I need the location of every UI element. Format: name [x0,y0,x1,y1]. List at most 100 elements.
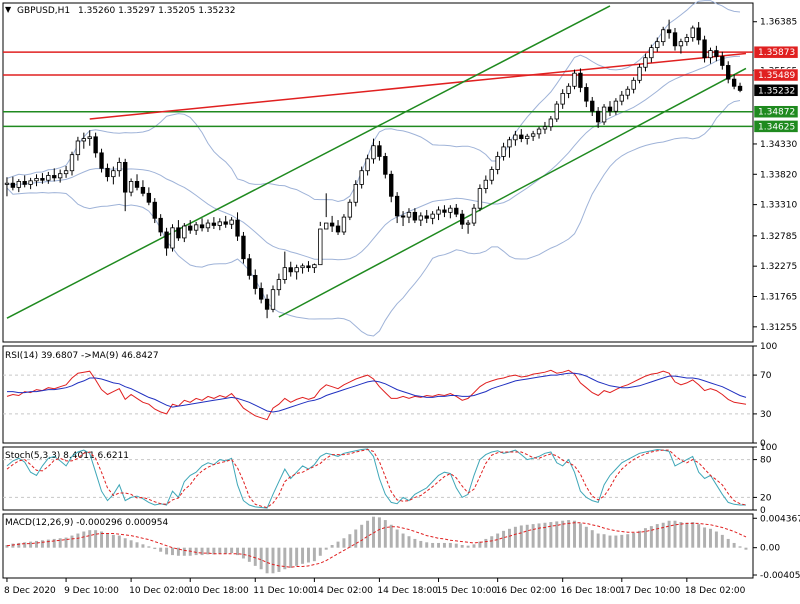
candle-bull [312,264,317,269]
candle-bull [46,175,51,181]
candle-bull [182,225,187,239]
axis-tick-label: 1.33310 [760,201,797,211]
candle-bull [353,183,358,203]
candle-bear [306,265,311,269]
pane-frame-macd [2,513,754,579]
time-tick-label: 16 Dec 02:00 [496,586,557,596]
price-pane[interactable]: 1.363851.355651.343301.338201.333101.327… [3,0,799,337]
price-label-box [753,68,799,82]
candle-bull [566,85,571,94]
candle-bull [170,227,175,249]
pane-frame-rsi [2,345,754,444]
time-tick-label: 8 Dec 2020 [4,586,56,596]
candle-bull [637,66,642,81]
pane-frames [2,2,754,579]
candle-bear [731,78,737,87]
candle-bear [714,50,719,57]
candle-bull [371,145,376,160]
time-tick-label: 11 Dec 10:00 [253,586,314,596]
bollinger-middle [6,55,741,261]
price-label-box [753,120,799,133]
candle-bear [22,181,27,185]
candle-bull [572,72,577,87]
candle-bear [123,161,128,193]
candle-bull [229,219,234,225]
price-label-text: 1.35489 [758,71,795,81]
time-tick-label: 9 Dec 10:00 [64,586,119,596]
candle-bull [69,154,75,172]
candle-bull [554,103,559,120]
candle-bull [365,158,370,172]
candle-bear [519,134,524,140]
stochastic-pane[interactable]: Stoch(5,3,3) 8.4011 6.6211 100 80 20 0 [3,443,777,516]
trend-lines [6,5,747,319]
candle-bull [542,126,548,130]
rsi-pane[interactable]: RSI(14) 39.6807 ->MA(9) 46.8427 100 70 30 0 [3,342,777,449]
candle-bull [128,181,134,193]
rsi-title: RSI(14) 39.6807 ->MA(9) 46.8427 [5,351,159,361]
candle-bull [489,169,494,181]
candle-bull [530,133,536,137]
candle-bear [737,85,743,91]
time-tick-label: 17 Dec 10:00 [620,586,681,596]
axis-tick-label: 100 [760,342,777,352]
candle-bear [223,221,228,225]
axis-tick-label: 30 [760,410,772,420]
candle-bull [690,27,695,38]
rsi-series-1 [7,372,747,413]
candle-bear [672,32,678,47]
axis-tick-label: 1.31765 [760,293,797,303]
candle-bear [335,225,341,233]
candle-bull [430,213,435,219]
candle-bull [655,41,660,49]
rsi-lines [3,369,753,421]
candle-bear [424,215,429,219]
axis-tick-label: 0 [760,506,766,516]
candle-bear [10,182,16,188]
candle-bull [270,289,276,310]
candle-bear [377,145,382,157]
axis-tick-label: -0.004057 [760,571,800,581]
candle-bear [40,178,45,181]
candle-bear [383,156,388,175]
candle-bull [294,267,299,273]
candle-bull [34,178,39,182]
candle-bull [205,222,211,229]
candle-bull [217,221,222,226]
candle-bull [300,265,305,269]
dropdown-arrow-icon[interactable]: ▼ [5,5,12,14]
candle-bear [146,192,152,203]
macd-pane[interactable]: MACD(12,26,9) -0.000296 0.000954 0.00436… [5,514,800,581]
axis-tick-label: 80 [760,456,772,466]
candle-bear [442,209,447,213]
candle-bull [601,106,607,123]
price-label-text: 1.34625 [758,122,795,132]
candle-bull [684,37,690,43]
candle-bear [394,195,400,217]
axis-tick-label: 100 [760,443,777,453]
candle-bear [211,222,217,226]
candle-bear [140,186,146,194]
candle-bull [465,222,471,225]
candle-bear [264,298,270,310]
candle-bear [702,39,707,59]
candle-bull [501,146,506,157]
candle-bear [696,27,701,41]
candle-bull [117,161,122,172]
candle-bull [4,182,10,185]
candle-bear [590,100,595,112]
stoch-series-1 [6,448,747,509]
axis-tick-label: 1.34330 [760,140,797,150]
time-tick-label: 14 Dec 02:00 [312,586,373,596]
candle-bull [661,29,666,43]
candle-bull [75,140,81,156]
candle-bear [99,152,104,169]
candle-bull [81,138,86,142]
candle-bull [631,79,636,90]
axis-tick-label: 1.32785 [760,232,797,242]
candle-bear [595,110,601,123]
axis-tick-label: 20 [760,493,772,503]
candle-bull [282,267,287,280]
candle-bull [276,279,282,291]
